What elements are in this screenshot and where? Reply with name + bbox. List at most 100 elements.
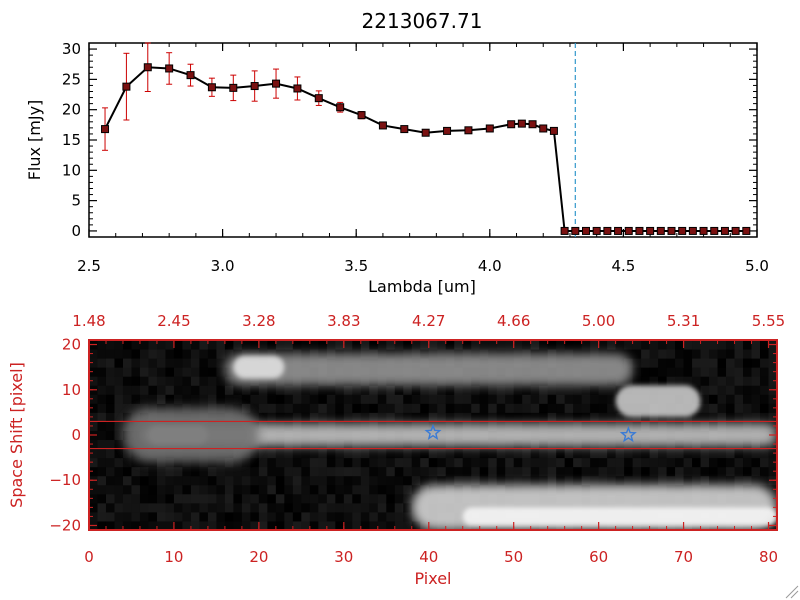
image-noise-cell: [267, 340, 277, 350]
image-noise-cell: [309, 520, 319, 530]
image-noise-cell: [573, 475, 583, 486]
image-noise-cell: [403, 394, 413, 404]
image-noise-cell: [156, 484, 166, 495]
image-noise-cell: [428, 412, 438, 422]
flux-series-markers: [101, 63, 751, 235]
image-noise-cell: [624, 475, 634, 486]
image-noise-cell: [267, 457, 277, 468]
image-noise-cell: [760, 403, 770, 413]
top-axis-label: 4.66: [497, 312, 530, 330]
image-noise-cell: [488, 448, 498, 459]
image-noise-cell: [590, 475, 600, 486]
image-noise-cell: [760, 466, 770, 477]
image-noise-cell: [717, 394, 727, 404]
image-noise-cell: [173, 493, 183, 504]
image-noise-cell: [768, 367, 777, 377]
bottom-ytick-label: −20: [49, 516, 81, 534]
image-noise-cell: [598, 457, 608, 468]
image-noise-cell: [233, 340, 243, 350]
image-noise-cell: [428, 448, 438, 459]
image-noise-cell: [377, 340, 387, 350]
image-noise-cell: [658, 358, 668, 368]
image-noise-cell: [445, 412, 455, 422]
image-noise-cell: [462, 394, 472, 404]
image-noise-cell: [479, 475, 489, 486]
image-noise-cell: [547, 457, 557, 468]
image-noise-cell: [89, 394, 98, 404]
image-noise-cell: [675, 340, 685, 350]
image-noise-cell: [488, 475, 498, 486]
bottom-ytick-label: 20: [62, 336, 81, 354]
image-noise-cell: [445, 475, 455, 486]
image-noise-cell: [131, 520, 141, 530]
image-noise-cell: [377, 493, 387, 504]
image-noise-cell: [675, 475, 685, 486]
image-noise-cell: [734, 475, 744, 486]
image-feature-upper-blob: [233, 355, 285, 379]
image-noise-cell: [182, 520, 192, 530]
image-noise-cell: [607, 466, 617, 477]
image-noise-cell: [683, 448, 693, 459]
image-noise-cell: [224, 502, 234, 513]
image-noise-cell: [692, 448, 702, 459]
image-noise-cell: [190, 358, 200, 368]
image-noise-cell: [139, 520, 149, 530]
image-noise-cell: [709, 475, 719, 486]
image-noise-cell: [233, 511, 243, 522]
image-noise-cell: [105, 493, 115, 504]
image-noise-cell: [513, 412, 523, 422]
image-noise-cell: [352, 475, 362, 486]
image-noise-cell: [301, 403, 311, 413]
image-noise-cell: [717, 340, 727, 350]
flux-point: [624, 226, 633, 235]
image-noise-cell: [114, 439, 124, 450]
image-noise-cell: [369, 520, 379, 530]
image-noise-cell: [335, 448, 345, 459]
image-noise-cell: [173, 385, 183, 395]
image-noise-cell: [369, 403, 379, 413]
image-noise-cell: [454, 475, 464, 486]
bottom-xtick-label: 80: [759, 548, 778, 566]
image-noise-cell: [751, 457, 761, 468]
image-noise-cell: [318, 448, 328, 459]
image-noise-cell: [700, 457, 710, 468]
image-noise-cell: [352, 502, 362, 513]
image-noise-cell: [352, 466, 362, 477]
image-noise-cell: [692, 385, 702, 395]
image-noise-cell: [165, 457, 175, 468]
image-noise-cell: [649, 466, 659, 477]
image-noise-cell: [250, 394, 260, 404]
image-noise-cell: [539, 394, 549, 404]
image-noise-cell: [386, 394, 396, 404]
image-noise-cell: [768, 349, 777, 359]
image-noise-cell: [530, 385, 540, 395]
image-noise-cell: [522, 412, 532, 422]
image-noise-cell: [190, 520, 200, 530]
image-noise-cell: [301, 520, 311, 530]
image-noise-cell: [207, 385, 217, 395]
image-noise-cell: [454, 457, 464, 468]
resize-grip-icon[interactable]: [785, 585, 799, 599]
image-noise-cell: [556, 385, 566, 395]
image-noise-cell: [182, 511, 192, 522]
image-noise-cell: [284, 403, 294, 413]
image-noise-cell: [726, 412, 736, 422]
image-noise-cell: [522, 475, 532, 486]
image-noise-cell: [190, 340, 200, 350]
image-noise-cell: [573, 457, 583, 468]
image-noise-cell: [173, 367, 183, 377]
image-noise-cell: [207, 457, 217, 468]
image-noise-cell: [275, 394, 285, 404]
image-noise-cell: [632, 457, 642, 468]
image-noise-cell: [539, 412, 549, 422]
image-noise-cell: [284, 457, 294, 468]
image-noise-cell: [318, 385, 328, 395]
image-noise-cell: [556, 475, 566, 486]
image-noise-cell: [148, 394, 158, 404]
image-noise-cell: [114, 448, 124, 459]
image-noise-cell: [607, 412, 617, 422]
image-noise-cell: [760, 367, 770, 377]
image-noise-cell: [386, 448, 396, 459]
chart-title: 2213067.71: [362, 9, 483, 33]
image-noise-cell: [726, 358, 736, 368]
